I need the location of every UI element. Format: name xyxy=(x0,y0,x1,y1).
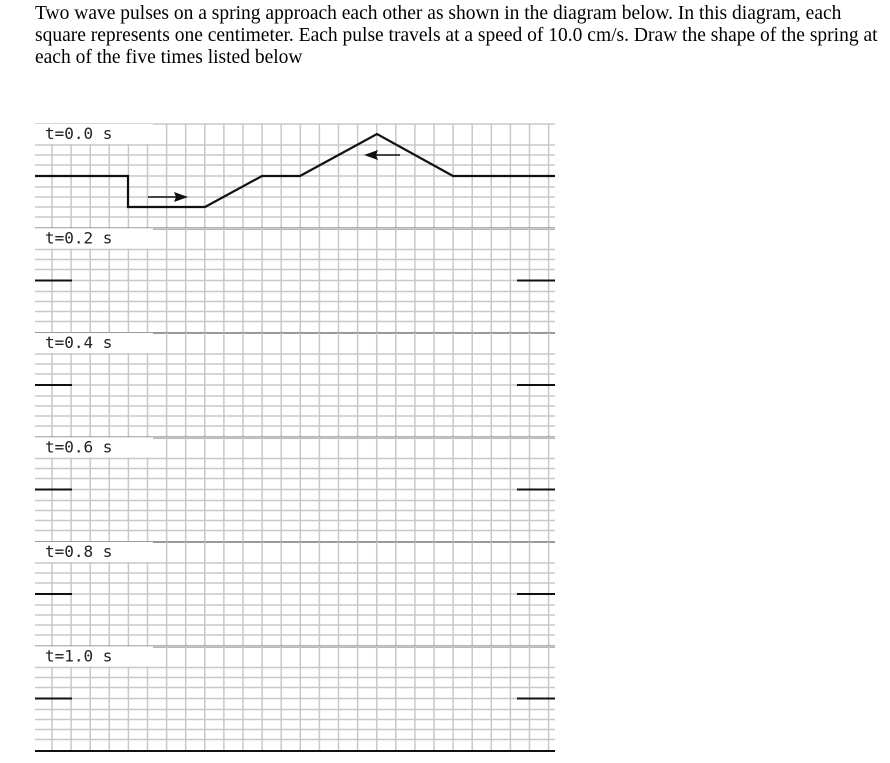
label-background xyxy=(35,646,153,667)
label-background xyxy=(35,437,153,458)
time-panel: t=0.6 s xyxy=(35,436,555,543)
time-panel: t=0.8 s xyxy=(35,541,555,648)
spring-shape xyxy=(35,132,555,209)
time-label: t=0.6 s xyxy=(45,438,112,457)
left-arrowhead-icon xyxy=(364,150,378,160)
label-background xyxy=(35,333,153,353)
time-panel: t=0.2 s xyxy=(35,227,555,334)
time-label: t=1.0 s xyxy=(45,647,112,666)
time-label: t=0.8 s xyxy=(45,542,112,561)
label-background xyxy=(35,542,153,562)
time-label: t=0.2 s xyxy=(45,229,112,248)
time-panel: t=1.0 s xyxy=(35,645,555,752)
time-label: t=0.4 s xyxy=(45,333,112,352)
label-background xyxy=(35,124,153,144)
question-text: Two wave pulses on a spring approach eac… xyxy=(35,3,878,68)
time-label: t=0.0 s xyxy=(45,124,112,143)
right-arrowhead-icon xyxy=(174,192,188,202)
label-background xyxy=(35,228,153,249)
time-panel: t=0.0 s xyxy=(35,123,555,230)
time-panel: t=0.4 s xyxy=(35,332,555,439)
